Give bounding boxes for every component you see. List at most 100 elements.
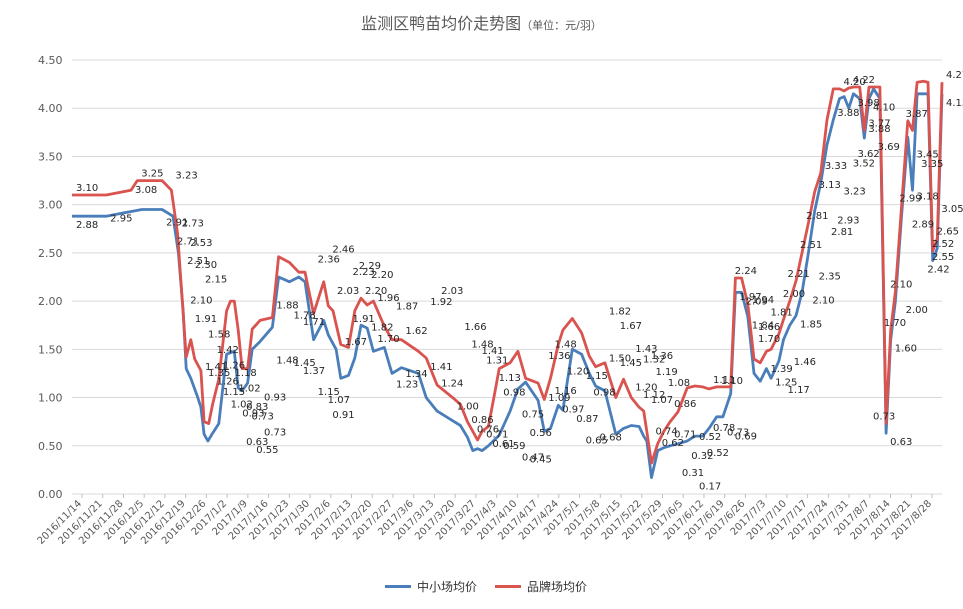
data-label-series-1: 1.97 [739, 292, 761, 303]
data-label-series-1: 1.94 [752, 295, 774, 306]
data-label-series-1: 0.98 [593, 387, 615, 398]
data-label-series-1: 2.20 [371, 270, 393, 281]
data-label-series-0: 0.63 [246, 437, 268, 448]
data-label-series-0: 2.42 [927, 265, 949, 276]
data-label-series-1: 3.77 [868, 118, 890, 129]
data-label-series-0: 0.97 [562, 404, 584, 415]
data-label-series-0: 0.65 [586, 435, 608, 446]
data-label-series-1: 1.71 [303, 317, 325, 328]
data-label-series-0: 1.34 [405, 369, 427, 380]
data-label-series-1: 2.10 [890, 279, 912, 290]
data-label-series-0: 1.84 [752, 321, 774, 332]
data-label-series-1: 0.83 [246, 402, 268, 413]
data-label-series-1: 2.03 [441, 286, 463, 297]
data-label-series-0: 1.85 [800, 320, 822, 331]
data-label-series-1: 2.73 [182, 219, 204, 230]
data-label-series-0: 2.91 [166, 217, 188, 228]
data-label-series-1: 3.13 [819, 180, 841, 191]
data-label-series-1: 1.13 [499, 373, 521, 384]
data-label-series-1: 1.70 [884, 318, 906, 329]
data-label-series-1: 1.48 [471, 339, 493, 350]
data-label-series-1: 2.21 [788, 269, 810, 280]
data-label-series-0: 0.45 [530, 455, 552, 466]
data-label-series-0: 3.88 [868, 124, 890, 135]
data-label-series-0: 1.39 [770, 364, 792, 375]
data-label-series-0: 0.71 [486, 430, 508, 441]
y-tick-label: 2.00 [38, 295, 63, 308]
data-label-series-1: 1.66 [758, 322, 780, 333]
data-label-series-0: 1.12 [643, 390, 665, 401]
data-label-series-0: 2.35 [819, 271, 841, 282]
y-tick-label: 0.50 [38, 440, 63, 453]
legend-item-series-0: 中小场均价 [385, 578, 477, 595]
y-tick-label: 1.00 [38, 392, 63, 405]
data-label-series-0: 0.63 [890, 437, 912, 448]
data-label-series-1: 1.43 [635, 344, 657, 355]
legend: 中小场均价 品牌场均价 [385, 578, 587, 595]
data-label-series-0: 0.69 [735, 431, 757, 442]
data-label-series-1: 1.02 [238, 384, 260, 395]
data-label-series-1: 2.53 [190, 238, 212, 249]
data-label-series-1: 2.51 [800, 240, 822, 251]
y-tick-label: 1.50 [38, 343, 63, 356]
data-label-series-1: 1.42 [217, 345, 239, 356]
data-label-series-0: 1.02 [231, 400, 253, 411]
data-label-series-1: 0.98 [503, 387, 525, 398]
data-label-series-1: 1.41 [481, 346, 503, 357]
data-label-series-0: 1.23 [396, 379, 418, 390]
data-label-series-0: 1.09 [548, 393, 570, 404]
data-label-series-1: 0.93 [264, 392, 286, 403]
data-label-series-0: 0.78 [713, 423, 735, 434]
data-label-series-0: 0.47 [522, 453, 544, 464]
data-label-series-0: 1.17 [788, 385, 810, 396]
data-label-series-1: 1.48 [555, 339, 577, 350]
data-label-series-1: 1.19 [655, 367, 677, 378]
data-label-series-1: 3.25 [141, 169, 163, 180]
data-label-series-0: 3.69 [878, 142, 900, 153]
data-label-series-0: 1.35 [208, 368, 230, 379]
data-label-series-0: 1.91 [353, 314, 375, 325]
data-label-series-1: 3.98 [857, 98, 879, 109]
data-label-series-1: 2.24 [735, 266, 757, 277]
series-line-0 [72, 87, 944, 479]
data-label-series-1: 1.32 [643, 355, 665, 366]
data-label-series-1: 1.81 [770, 307, 792, 318]
data-label-series-1: 2.52 [932, 239, 954, 250]
data-label-series-0: 0.73 [264, 428, 286, 439]
data-label-series-1: 1.87 [396, 302, 418, 313]
data-label-series-0: 2.20 [365, 286, 387, 297]
data-label-series-0: 4.15 [946, 98, 963, 109]
data-label-series-0: 1.45 [294, 358, 316, 369]
data-label-series-0: 2.71 [177, 237, 199, 248]
data-label-series-0: 0.71 [674, 430, 696, 441]
data-label-series-0: 2.10 [190, 295, 212, 306]
data-label-series-1: 0.73 [252, 412, 274, 423]
data-label-series-1: 0.86 [674, 399, 696, 410]
data-label-series-0: 2.00 [906, 305, 928, 316]
data-label-series-1: 0.32 [691, 451, 713, 462]
legend-label-series-0: 中小场均价 [417, 580, 478, 594]
data-label-series-1: 1.66 [464, 322, 486, 333]
data-label-series-1: 0.52 [699, 432, 721, 443]
y-tick-label: 4.00 [38, 102, 63, 115]
data-label-series-1: 3.33 [825, 161, 847, 172]
data-label-series-1: 1.11 [713, 375, 735, 386]
data-label-series-0: 2.88 [76, 220, 98, 231]
data-label-series-0: 2.51 [187, 256, 209, 267]
data-label-series-0: 2.81 [831, 227, 853, 238]
data-label-series-1: 0.75 [522, 410, 544, 421]
data-label-series-1: 3.23 [175, 170, 197, 181]
data-label-series-1: 0.73 [873, 412, 895, 423]
data-label-series-0: 3.05 [941, 204, 963, 215]
data-label-series-1: 1.20 [567, 366, 589, 377]
data-label-series-0: 1.15 [223, 387, 245, 398]
data-label-series-0: 1.07 [651, 395, 673, 406]
data-label-series-1: 1.08 [668, 378, 690, 389]
legend-item-series-1: 品牌场均价 [495, 578, 587, 595]
data-label-series-1: 1.36 [651, 351, 673, 362]
data-label-series-0: 1.41 [205, 362, 227, 373]
chart-title-main: 监测区鸭苗均价走势图 [361, 14, 522, 33]
data-label-series-0: 1.15 [318, 387, 340, 398]
data-label-series-1: 3.88 [837, 108, 859, 119]
data-label-series-1: 2.30 [195, 260, 217, 271]
